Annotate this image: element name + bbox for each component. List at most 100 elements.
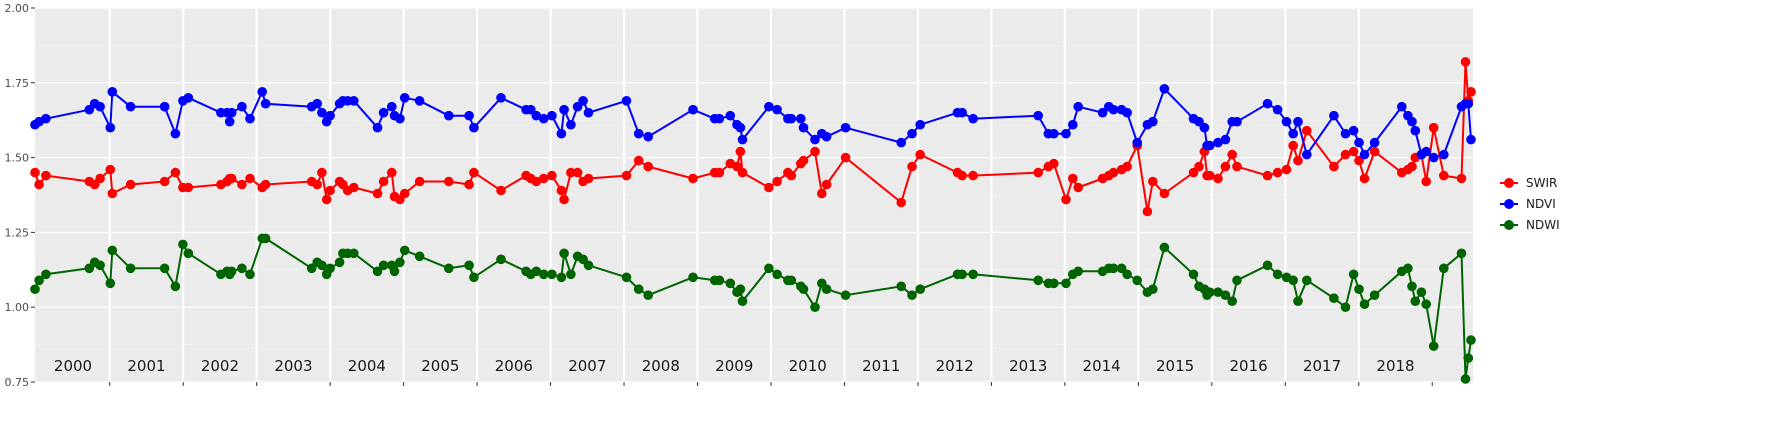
data-point-ndwi <box>1410 296 1421 307</box>
data-point-swir <box>414 176 425 187</box>
data-point-swir <box>260 179 271 190</box>
data-point-ndwi <box>34 275 44 286</box>
data-point-ndwi <box>178 239 188 250</box>
data-point-swir <box>1148 176 1158 187</box>
data-point-swir <box>688 173 698 184</box>
data-point-ndvi <box>796 113 806 124</box>
year-label: 2017 <box>1303 357 1341 375</box>
data-point-swir <box>245 173 255 184</box>
data-point-ndvi <box>245 113 255 124</box>
data-point-swir <box>226 173 237 184</box>
data-point-ndwi <box>1359 299 1370 310</box>
data-point-swir <box>915 149 925 160</box>
data-point-ndvi <box>1159 84 1170 94</box>
data-point-ndwi <box>1073 266 1083 277</box>
year-label: 2000 <box>54 357 92 375</box>
data-point-swir <box>1049 158 1059 169</box>
year-label: 2007 <box>568 357 606 375</box>
data-point-swir <box>633 155 644 166</box>
data-point-ndwi <box>226 266 237 277</box>
data-point-ndwi <box>643 290 653 301</box>
data-point-ndvi <box>907 128 917 139</box>
data-point-swir <box>1262 170 1273 181</box>
data-point-swir <box>1281 164 1292 175</box>
data-point-ndvi <box>1354 137 1364 148</box>
data-point-swir <box>1232 161 1242 172</box>
data-point-ndwi <box>1033 275 1043 286</box>
data-point-ndvi <box>798 122 809 133</box>
data-point-ndwi <box>1108 263 1119 274</box>
data-point-ndvi <box>772 104 782 115</box>
data-point-ndvi <box>1199 122 1210 133</box>
data-point-ndwi <box>1148 284 1158 295</box>
data-point-ndwi <box>30 284 40 295</box>
data-point-ndvi <box>1410 125 1421 136</box>
data-point-ndwi <box>469 272 479 283</box>
y-tick-label: 1.00 <box>5 301 30 314</box>
data-point-ndwi <box>1421 299 1431 310</box>
data-point-ndwi <box>389 266 400 277</box>
data-point-ndwi <box>821 284 832 295</box>
legend-label-ndvi: NDVI <box>1526 197 1556 211</box>
data-point-swir <box>1142 206 1153 217</box>
data-point-ndwi <box>334 257 345 268</box>
data-point-swir <box>387 167 397 178</box>
data-point-swir <box>840 152 851 163</box>
data-point-ndwi <box>957 269 967 280</box>
data-point-swir <box>810 146 820 157</box>
data-point-ndwi <box>41 269 51 280</box>
data-point-ndwi <box>1416 287 1427 298</box>
data-point-ndvi <box>1302 149 1312 160</box>
data-point-swir <box>583 173 594 184</box>
data-point-ndvi <box>559 104 569 115</box>
data-point-swir <box>1456 173 1467 184</box>
data-point-ndvi <box>621 96 632 106</box>
data-point-ndwi <box>1232 275 1242 286</box>
series-ndwi <box>30 233 1476 384</box>
year-label: 2001 <box>127 357 165 375</box>
data-point-swir <box>1068 173 1078 184</box>
data-point-swir <box>1293 155 1303 166</box>
data-point-ndvi <box>312 98 323 109</box>
data-point-ndwi <box>1262 260 1273 271</box>
data-point-ndvi <box>257 87 268 97</box>
legend: SWIR NDVI NDWI <box>1500 176 1560 232</box>
data-point-ndwi <box>1340 302 1351 313</box>
data-point-ndwi <box>556 272 567 283</box>
data-point-ndwi <box>566 269 576 280</box>
data-point-ndvi <box>1281 116 1292 127</box>
data-point-ndvi <box>1068 119 1078 130</box>
data-point-ndvi <box>325 110 335 121</box>
legend-key-ndwi <box>1504 220 1514 230</box>
data-point-swir <box>957 170 967 181</box>
data-point-ndwi <box>531 266 542 277</box>
data-point-ndvi <box>1033 110 1043 121</box>
data-point-ndwi <box>414 251 425 262</box>
data-point-swir <box>1272 167 1283 178</box>
data-point-ndwi <box>737 296 748 307</box>
data-point-swir <box>531 176 542 187</box>
data-point-swir <box>105 164 116 175</box>
data-point-swir <box>349 182 359 193</box>
data-point-ndvi <box>125 101 136 112</box>
y-tick-label: 2.00 <box>5 2 30 15</box>
data-point-ndwi <box>1227 296 1237 307</box>
data-point-ndvi <box>1132 137 1142 148</box>
data-point-swir <box>1340 149 1351 160</box>
data-point-swir <box>1205 170 1215 181</box>
data-point-swir <box>538 173 549 184</box>
data-point-ndwi <box>260 233 271 244</box>
data-point-ndwi <box>1220 290 1231 301</box>
year-label: 2009 <box>715 357 753 375</box>
data-point-ndvi <box>349 96 359 106</box>
year-label: 2005 <box>421 357 459 375</box>
data-point-ndwi <box>735 284 746 295</box>
data-point-swir <box>1194 161 1204 172</box>
data-point-ndwi <box>395 257 405 268</box>
data-point-ndwi <box>621 272 632 283</box>
data-point-ndwi <box>95 260 105 271</box>
data-point-ndvi <box>237 101 247 112</box>
data-point-ndvi <box>469 122 479 133</box>
data-point-ndwi <box>772 269 782 280</box>
data-point-ndwi <box>107 245 118 256</box>
